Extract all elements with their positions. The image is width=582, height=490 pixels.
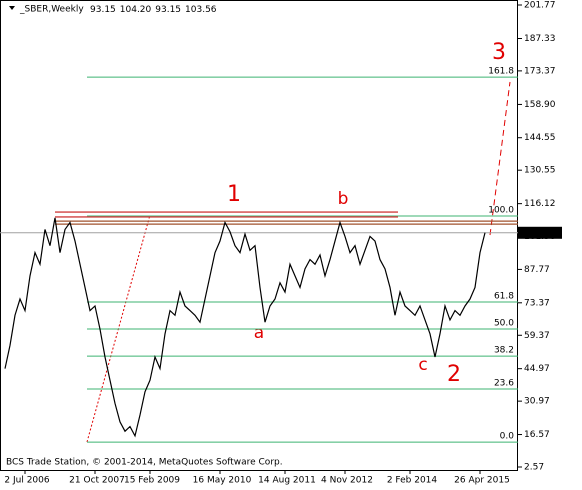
ohlc-value: 103.56 (185, 5, 217, 15)
y-tick-label: 116.12 (524, 199, 556, 209)
wave-label: b (338, 189, 349, 209)
x-tick-label: 2 Feb 2014 (387, 476, 438, 486)
x-tick-label: 15 Feb 2009 (124, 476, 180, 486)
y-tick-label: 16.57 (524, 430, 550, 440)
projection-line (489, 81, 511, 236)
wave-label: a (254, 323, 264, 343)
wave-label: 2 (447, 362, 461, 387)
x-tick-label: 2 Jul 2006 (4, 476, 49, 486)
current-price-label: 103.56 (522, 228, 554, 238)
y-tick-label: 30.97 (524, 397, 550, 407)
ohlc-value: 93.15 (90, 5, 116, 15)
menu-triangle (9, 6, 15, 10)
fib-label: 38.2 (494, 346, 514, 356)
wave-label: 1 (227, 182, 241, 207)
fib-label: 23.6 (494, 379, 514, 389)
wave-label: 3 (492, 40, 506, 65)
y-tick-label: 173.37 (524, 66, 556, 76)
price-line (4, 217, 486, 438)
x-tick-label: 26 Apr 2015 (454, 476, 510, 486)
y-tick-label: 201.77 (524, 1, 556, 11)
x-tick-label: 4 Nov 2012 (321, 476, 373, 486)
current-price-box (518, 226, 562, 239)
y-tick-label: 187.33 (524, 34, 556, 44)
fib-label: 61.8 (494, 292, 514, 302)
y-tick-label: 87.77 (524, 265, 550, 275)
y-tick-label: 73.37 (524, 298, 550, 308)
symbol: _SBER,Weekly (19, 5, 84, 15)
ohlc-value: 93.15 (155, 5, 181, 15)
y-tick-label: 158.90 (524, 100, 556, 110)
ohlc: 93.15 104.20 93.15 103.56 (90, 5, 217, 15)
fib-label: 50.0 (494, 318, 514, 328)
x-tick-label: 14 Aug 2011 (258, 476, 316, 486)
y-tick-label: 130.55 (524, 166, 556, 176)
y-tick-label: 2.57 (524, 463, 544, 473)
plot-frame (0, 0, 518, 471)
y-tick-label: 144.55 (524, 133, 556, 143)
copyright: BCS Trade Station, © 2001-2014, MetaQuot… (6, 458, 283, 468)
fib-label: 100.0 (488, 205, 514, 215)
x-tick-label: 21 Oct 2007 (69, 476, 125, 486)
y-tick-label: 59.37 (524, 331, 550, 341)
fib-label: 161.8 (488, 67, 514, 77)
y-tick-label: 44.97 (524, 364, 550, 374)
fib-label: 0.0 (500, 432, 515, 442)
x-tick-label: 16 May 2010 (193, 476, 252, 486)
ohlc-value: 104.20 (120, 5, 152, 15)
wave-label: c (418, 355, 427, 375)
